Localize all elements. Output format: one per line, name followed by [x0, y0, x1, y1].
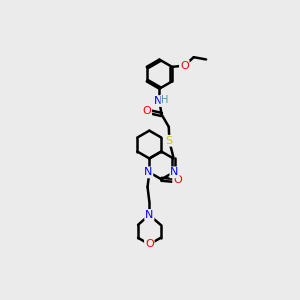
Text: S: S	[166, 136, 173, 146]
Text: O: O	[145, 239, 154, 249]
Text: O: O	[173, 176, 182, 185]
Text: N: N	[170, 167, 179, 177]
Text: H: H	[161, 95, 169, 105]
Text: N: N	[145, 210, 154, 220]
Text: O: O	[142, 106, 151, 116]
Text: O: O	[180, 61, 189, 71]
Text: N: N	[144, 167, 152, 177]
Text: N: N	[154, 96, 162, 106]
